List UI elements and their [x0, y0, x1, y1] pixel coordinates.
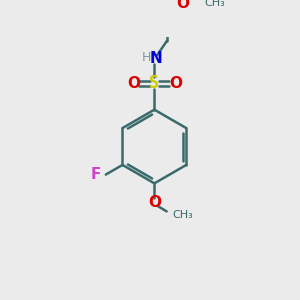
Text: F: F: [91, 167, 101, 182]
Text: S: S: [149, 74, 159, 92]
Text: CH₃: CH₃: [204, 0, 225, 8]
Text: H: H: [142, 51, 151, 64]
Text: CH₃: CH₃: [172, 210, 193, 220]
Text: O: O: [176, 0, 189, 11]
Text: O: O: [169, 76, 182, 91]
Text: O: O: [127, 76, 140, 91]
Text: O: O: [148, 195, 161, 210]
Text: N: N: [150, 51, 163, 66]
